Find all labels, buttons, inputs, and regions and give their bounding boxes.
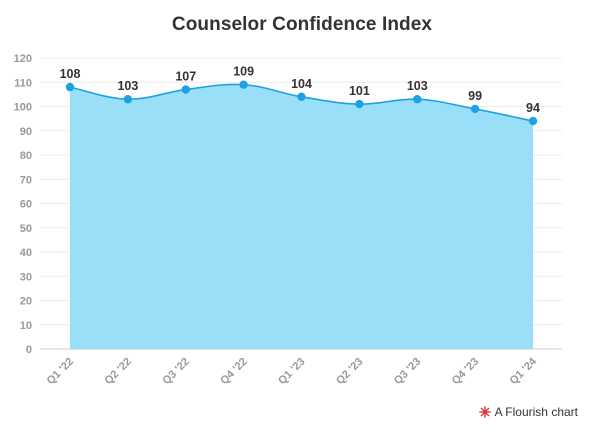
data-point[interactable] [181,85,190,94]
data-label: 101 [349,84,370,98]
x-tick-label: Q1 '22 [45,356,77,388]
data-label: 104 [291,77,312,91]
x-tick-label: Q3 '22 [160,356,192,388]
data-point[interactable] [528,116,538,126]
y-tick-label: 110 [14,77,32,89]
data-label: 103 [407,79,428,93]
flourish-logo-icon [478,406,491,418]
data-point[interactable] [239,80,248,89]
data-label: 99 [468,89,482,103]
y-tick-label: 50 [20,223,32,235]
y-tick-label: 90 [20,126,32,138]
data-label: 94 [526,101,540,115]
y-axis-ticks: 0 10 20 30 40 50 60 70 80 90 100 110 120 [14,53,32,356]
x-tick-label: Q1 '24 [508,355,540,387]
y-tick-label: 20 [20,296,32,308]
credit-text: A Flourish chart [494,405,578,419]
data-label: 107 [175,70,196,84]
x-tick-label: Q1 '23 [276,356,308,388]
y-tick-label: 30 [20,271,32,283]
area-series [69,83,534,349]
data-point[interactable] [297,92,306,102]
y-tick-label: 70 [20,174,32,186]
data-labels: 108 103 107 109 104 101 103 99 94 [60,65,540,115]
data-point[interactable] [65,82,75,92]
data-point[interactable] [123,95,133,104]
data-point[interactable] [355,99,364,109]
y-tick-label: 60 [20,199,32,211]
data-point[interactable] [413,95,422,104]
y-tick-label: 0 [26,344,32,356]
x-tick-label: Q2 '23 [334,356,366,388]
x-tick-label: Q4 '23 [450,356,482,388]
x-tick-label: Q2 '22 [102,356,134,388]
chart-title: Counselor Confidence Index [171,14,433,35]
data-point[interactable] [470,104,480,114]
data-label: 109 [233,65,254,79]
y-tick-label: 40 [20,247,32,259]
x-tick-label: Q4 '22 [218,356,250,388]
data-label: 103 [117,79,138,93]
y-tick-label: 80 [20,150,32,162]
area-fill [70,84,533,349]
flourish-credit[interactable]: A Flourish chart [478,405,578,419]
data-points[interactable] [65,80,538,126]
y-tick-label: 10 [20,320,32,332]
y-tick-label: 100 [14,102,32,114]
y-tick-label: 120 [14,53,32,65]
data-label: 108 [60,67,81,81]
x-tick-label: Q3 '23 [392,356,424,388]
x-axis-ticks: Q1 '22 Q2 '22 Q3 '22 Q4 '22 Q1 '23 Q2 '23 Q3 '… [45,355,540,387]
